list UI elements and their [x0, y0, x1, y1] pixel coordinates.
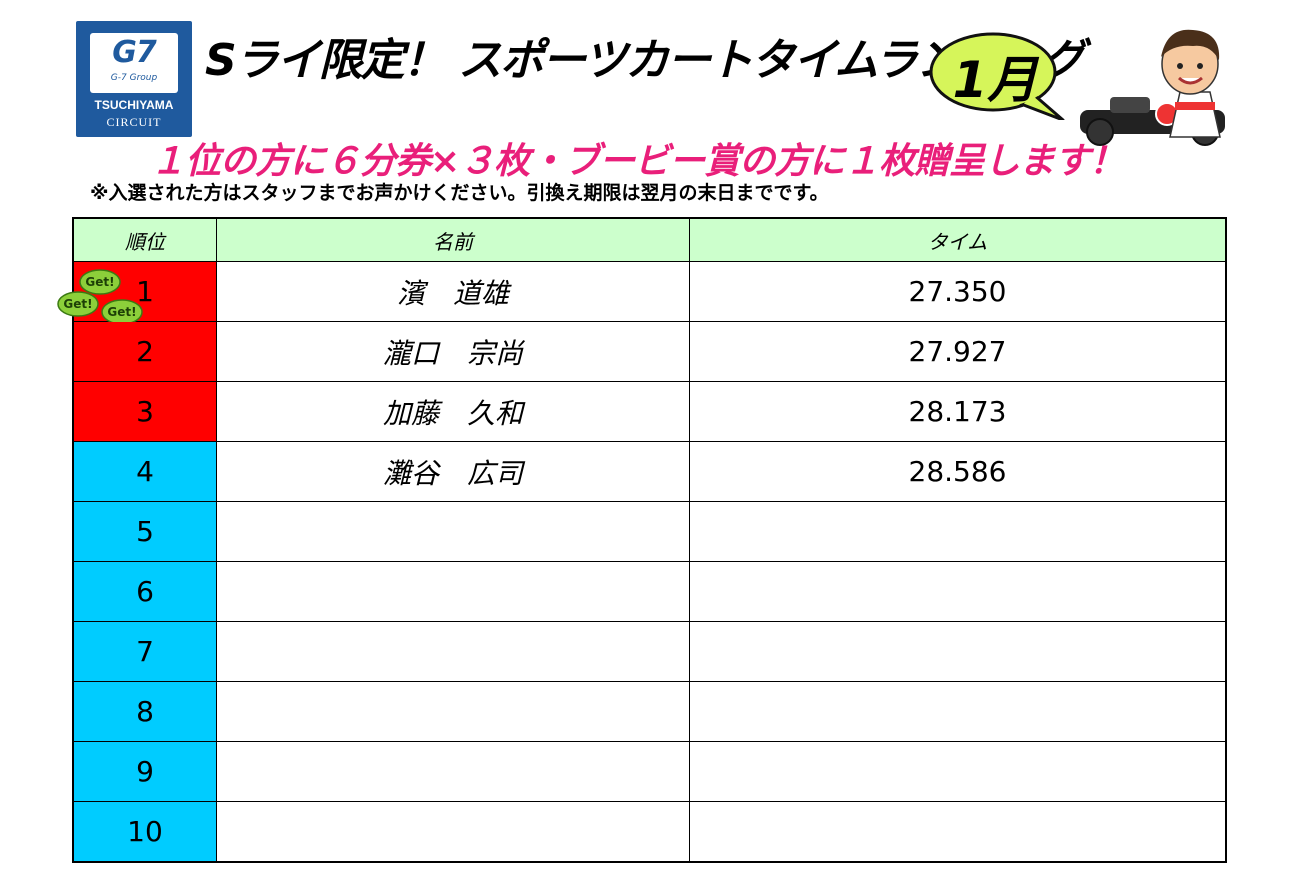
driver-name-cell: 濱 道雄	[216, 261, 690, 322]
driver-name-cell	[216, 501, 690, 562]
logo-brand: G7	[112, 35, 157, 70]
lap-time-cell	[689, 621, 1227, 682]
driver-name-cell	[216, 561, 690, 622]
logo-line2: CIRCUIT	[106, 115, 162, 129]
logo-line1: TSUCHIYAMA	[94, 98, 174, 112]
get-badge-text: Get!	[107, 305, 136, 319]
lap-time-cell	[689, 501, 1227, 562]
table-row: 9	[72, 741, 1227, 802]
month-label: 1月	[952, 51, 1038, 109]
ranking-table: 順位 名前 タイム 1 Get! Get! Get! 濱 道雄 27.350 2 瀧口 宗尚 2…	[57, 217, 1227, 863]
table-row: 7	[72, 621, 1227, 682]
driver-name-cell: 灘谷 広司	[216, 441, 690, 502]
rank-number: 7	[136, 635, 154, 668]
driver-name-cell	[216, 801, 690, 863]
rank-cell: 7	[72, 621, 217, 682]
rank-cell: 6	[72, 561, 217, 622]
rank-number: 2	[136, 335, 154, 368]
get-badge-text: Get!	[85, 275, 114, 289]
table-header-row: 順位 名前 タイム	[72, 217, 1227, 262]
kart-driver-mascot-icon	[1080, 29, 1225, 146]
rank-cell: 3	[72, 381, 217, 442]
rank-number: 5	[136, 515, 154, 548]
lap-time-cell: 28.586	[689, 441, 1227, 502]
rank-number: 3	[136, 395, 154, 428]
table-row: 4 灘谷 広司 28.586	[72, 441, 1227, 502]
driver-name-cell	[216, 621, 690, 682]
lap-time-cell	[689, 801, 1227, 863]
lap-time-cell: 28.173	[689, 381, 1227, 442]
rank-cell: 5	[72, 501, 217, 562]
rank-number: 10	[127, 815, 163, 848]
get-badge-text: Get!	[63, 297, 92, 311]
lap-time-cell	[689, 561, 1227, 622]
lap-time-cell	[689, 741, 1227, 802]
rank-cell: 9	[72, 741, 217, 802]
rank-cell: 2	[72, 321, 217, 382]
redeem-note: ※入選された方はスタッフまでお声かけください。引換え期限は翌月の末日までです。	[90, 182, 829, 204]
col-time-header: タイム	[689, 217, 1227, 262]
lap-time-cell: 27.927	[689, 321, 1227, 382]
lap-time-cell: 27.350	[689, 261, 1227, 322]
col-rank-header: 順位	[72, 217, 217, 262]
get-badge-icon: Get! Get! Get!	[57, 269, 143, 325]
logo-badge: G7 G-7 Group	[90, 33, 178, 93]
table-row: 1 Get! Get! Get! 濱 道雄 27.350	[57, 261, 1227, 325]
rank-cell: 4	[72, 441, 217, 502]
logo-group: G-7 Group	[110, 73, 158, 83]
speech-bubble-icon	[929, 32, 1065, 120]
driver-name-cell	[216, 681, 690, 742]
driver-name-cell	[216, 741, 690, 802]
rank-cell: 10	[72, 801, 217, 863]
rank-number: 8	[136, 695, 154, 728]
table-row: 10	[72, 801, 1227, 863]
promo-message: １位の方に６分券×３枚・ブービー賞の方に１枚贈呈します！	[150, 141, 1125, 182]
rank-number: 1	[136, 275, 154, 308]
table-row: 5	[72, 501, 1227, 562]
rank-number: 6	[136, 575, 154, 608]
g7-logo: G7 G-7 Group TSUCHIYAMA CIRCUIT	[76, 21, 192, 137]
driver-name-cell: 加藤 久和	[216, 381, 690, 442]
table-row: 8	[72, 681, 1227, 742]
rank-number: 9	[136, 755, 154, 788]
lap-time-cell	[689, 681, 1227, 742]
table-row: 2 瀧口 宗尚 27.927	[72, 321, 1227, 382]
table-row: 6	[72, 561, 1227, 622]
rank-cell: 8	[72, 681, 217, 742]
driver-name-cell: 瀧口 宗尚	[216, 321, 690, 382]
rank-number: 4	[136, 455, 154, 488]
rank-cell: 1 Get! Get! Get!	[57, 261, 217, 325]
col-name-header: 名前	[216, 217, 690, 262]
table-row: 3 加藤 久和 28.173	[72, 381, 1227, 442]
